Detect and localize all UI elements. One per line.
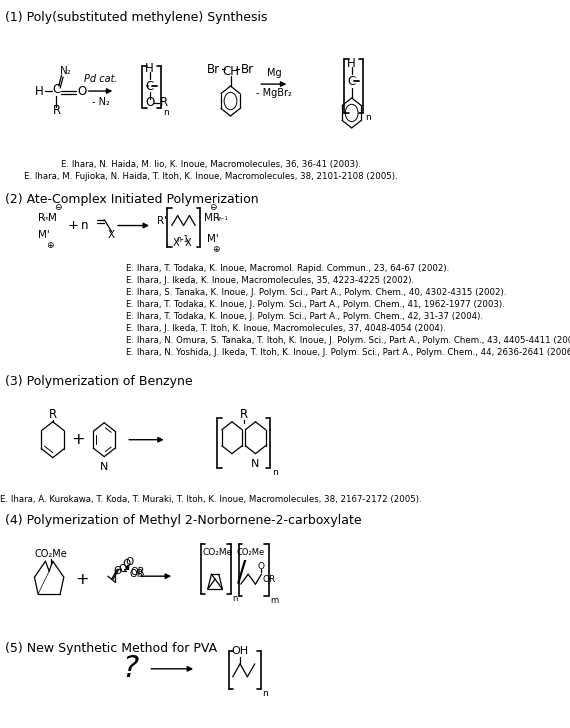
Text: N: N — [100, 462, 108, 472]
Text: ⊕: ⊕ — [46, 241, 54, 250]
Text: E. Ihara, N. Yoshida, J. Ikeda, T. Itoh, K. Inoue, J. Polym. Sci., Part A., Poly: E. Ihara, N. Yoshida, J. Ikeda, T. Itoh,… — [126, 347, 570, 357]
Text: ₘ₋₁: ₘ₋₁ — [217, 213, 228, 222]
Text: OR: OR — [129, 569, 144, 579]
Text: OH: OH — [231, 646, 249, 656]
Text: O: O — [113, 566, 121, 576]
Text: R': R' — [157, 215, 166, 226]
Text: C: C — [145, 79, 154, 92]
Text: O: O — [145, 97, 154, 109]
Text: X: X — [173, 239, 180, 248]
Text: ⊖: ⊖ — [209, 203, 217, 212]
Text: (5) New Synthetic Method for PVA: (5) New Synthetic Method for PVA — [5, 642, 217, 655]
Text: M': M' — [207, 234, 219, 245]
Text: E. Ihara, S. Tanaka, K. Inoue, J. Polym. Sci., Part A., Polym. Chem., 40, 4302-4: E. Ihara, S. Tanaka, K. Inoue, J. Polym.… — [126, 288, 507, 297]
Text: E. Ihara, T. Todaka, K. Inoue, J. Polym. Sci., Part A., Polym. Chem., 41, 1962-1: E. Ihara, T. Todaka, K. Inoue, J. Polym.… — [126, 300, 505, 309]
Text: R: R — [38, 213, 45, 223]
Text: MR: MR — [204, 213, 220, 223]
Text: CO₂Me: CO₂Me — [237, 547, 265, 557]
Text: CO₂Me: CO₂Me — [203, 547, 233, 557]
Text: O: O — [258, 562, 265, 571]
Text: OR: OR — [131, 567, 145, 577]
Text: O: O — [119, 564, 127, 574]
Text: n: n — [272, 467, 278, 477]
Text: Br: Br — [241, 63, 254, 76]
Text: H: H — [35, 84, 43, 98]
Text: (2) Ate-Complex Initiated Polymerization: (2) Ate-Complex Initiated Polymerization — [5, 193, 259, 205]
Text: E. Ihara, M. Fujioka, N. Haida, T. Itoh, K. Inoue, Macromolecules, 38, 2101-2108: E. Ihara, M. Fujioka, N. Haida, T. Itoh,… — [24, 173, 397, 181]
Text: E. Ihara, T. Todaka, K. Inoue, J. Polym. Sci., Part A., Polym. Chem., 42, 31-37 : E. Ihara, T. Todaka, K. Inoue, J. Polym.… — [126, 312, 483, 320]
Text: +: + — [75, 571, 89, 587]
Text: C: C — [52, 82, 60, 95]
Text: R: R — [160, 97, 168, 109]
Text: M': M' — [38, 231, 50, 240]
Text: R: R — [239, 408, 248, 422]
Text: O: O — [125, 557, 133, 567]
Text: n: n — [262, 689, 268, 697]
Text: E. Ihara, J. Ikeda, K. Inoue, Macromolecules, 35, 4223-4225 (2002).: E. Ihara, J. Ikeda, K. Inoue, Macromolec… — [126, 276, 414, 285]
Text: - MgBr₂: - MgBr₂ — [256, 88, 292, 98]
Text: O: O — [77, 84, 86, 98]
Text: +: + — [68, 219, 79, 232]
Text: - N₂: - N₂ — [92, 97, 109, 107]
Text: R: R — [52, 105, 60, 117]
Text: O: O — [122, 559, 131, 569]
Text: CH: CH — [222, 65, 239, 78]
Text: E. Ihara, A. Kurokawa, T. Koda, T. Muraki, T. Itoh, K. Inoue, Macromolecules, 38: E. Ihara, A. Kurokawa, T. Koda, T. Murak… — [0, 495, 421, 504]
Text: Mg: Mg — [267, 68, 281, 78]
Text: OR: OR — [263, 574, 276, 584]
Text: (1) Poly(substituted methylene) Synthesis: (1) Poly(substituted methylene) Synthesi… — [5, 12, 267, 24]
Text: ?: ? — [122, 654, 138, 684]
Text: C: C — [348, 74, 356, 87]
Text: n-1: n-1 — [176, 235, 188, 244]
Text: N: N — [251, 459, 260, 469]
Text: n: n — [365, 113, 370, 122]
Text: Pd cat.: Pd cat. — [84, 74, 117, 84]
Text: X: X — [108, 231, 115, 240]
Text: M: M — [48, 213, 56, 223]
Text: R: R — [48, 408, 57, 422]
Text: m: m — [270, 596, 278, 605]
Text: N: N — [60, 66, 68, 76]
Text: (4) Polymerization of Methyl 2-Norbornene-2-carboxylate: (4) Polymerization of Methyl 2-Norbornen… — [5, 515, 362, 527]
Text: E. Ihara, N. Omura, S. Tanaka, T. Itoh, K. Inoue, J. Polym. Sci., Part A., Polym: E. Ihara, N. Omura, S. Tanaka, T. Itoh, … — [126, 336, 570, 344]
Text: ₘ: ₘ — [43, 213, 48, 222]
Text: CO₂Me: CO₂Me — [34, 549, 67, 559]
Text: E. Ihara, T. Todaka, K. Inoue, Macromol. Rapid. Commun., 23, 64-67 (2002).: E. Ihara, T. Todaka, K. Inoue, Macromol.… — [126, 264, 450, 273]
Text: n: n — [232, 594, 237, 603]
Text: E. Ihara, J. Ikeda, T. Itoh, K. Inoue, Macromolecules, 37, 4048-4054 (2004).: E. Ihara, J. Ikeda, T. Itoh, K. Inoue, M… — [126, 324, 446, 333]
Text: H: H — [145, 62, 154, 75]
Text: E. Ihara, N. Haida, M. Iio, K. Inoue, Macromolecules, 36, 36-41 (2003).: E. Ihara, N. Haida, M. Iio, K. Inoue, Ma… — [60, 160, 361, 170]
Text: n: n — [163, 108, 169, 117]
Text: ⊕: ⊕ — [212, 245, 219, 254]
Text: X: X — [185, 239, 191, 248]
Text: n: n — [80, 219, 88, 232]
Text: ⊖: ⊖ — [54, 203, 62, 212]
Text: /: / — [237, 558, 246, 586]
Text: ₂: ₂ — [67, 67, 70, 76]
Text: H: H — [347, 57, 356, 70]
Text: +: + — [72, 432, 86, 447]
Text: (3) Polymerization of Benzyne: (3) Polymerization of Benzyne — [5, 375, 193, 388]
Text: Br: Br — [207, 63, 220, 76]
